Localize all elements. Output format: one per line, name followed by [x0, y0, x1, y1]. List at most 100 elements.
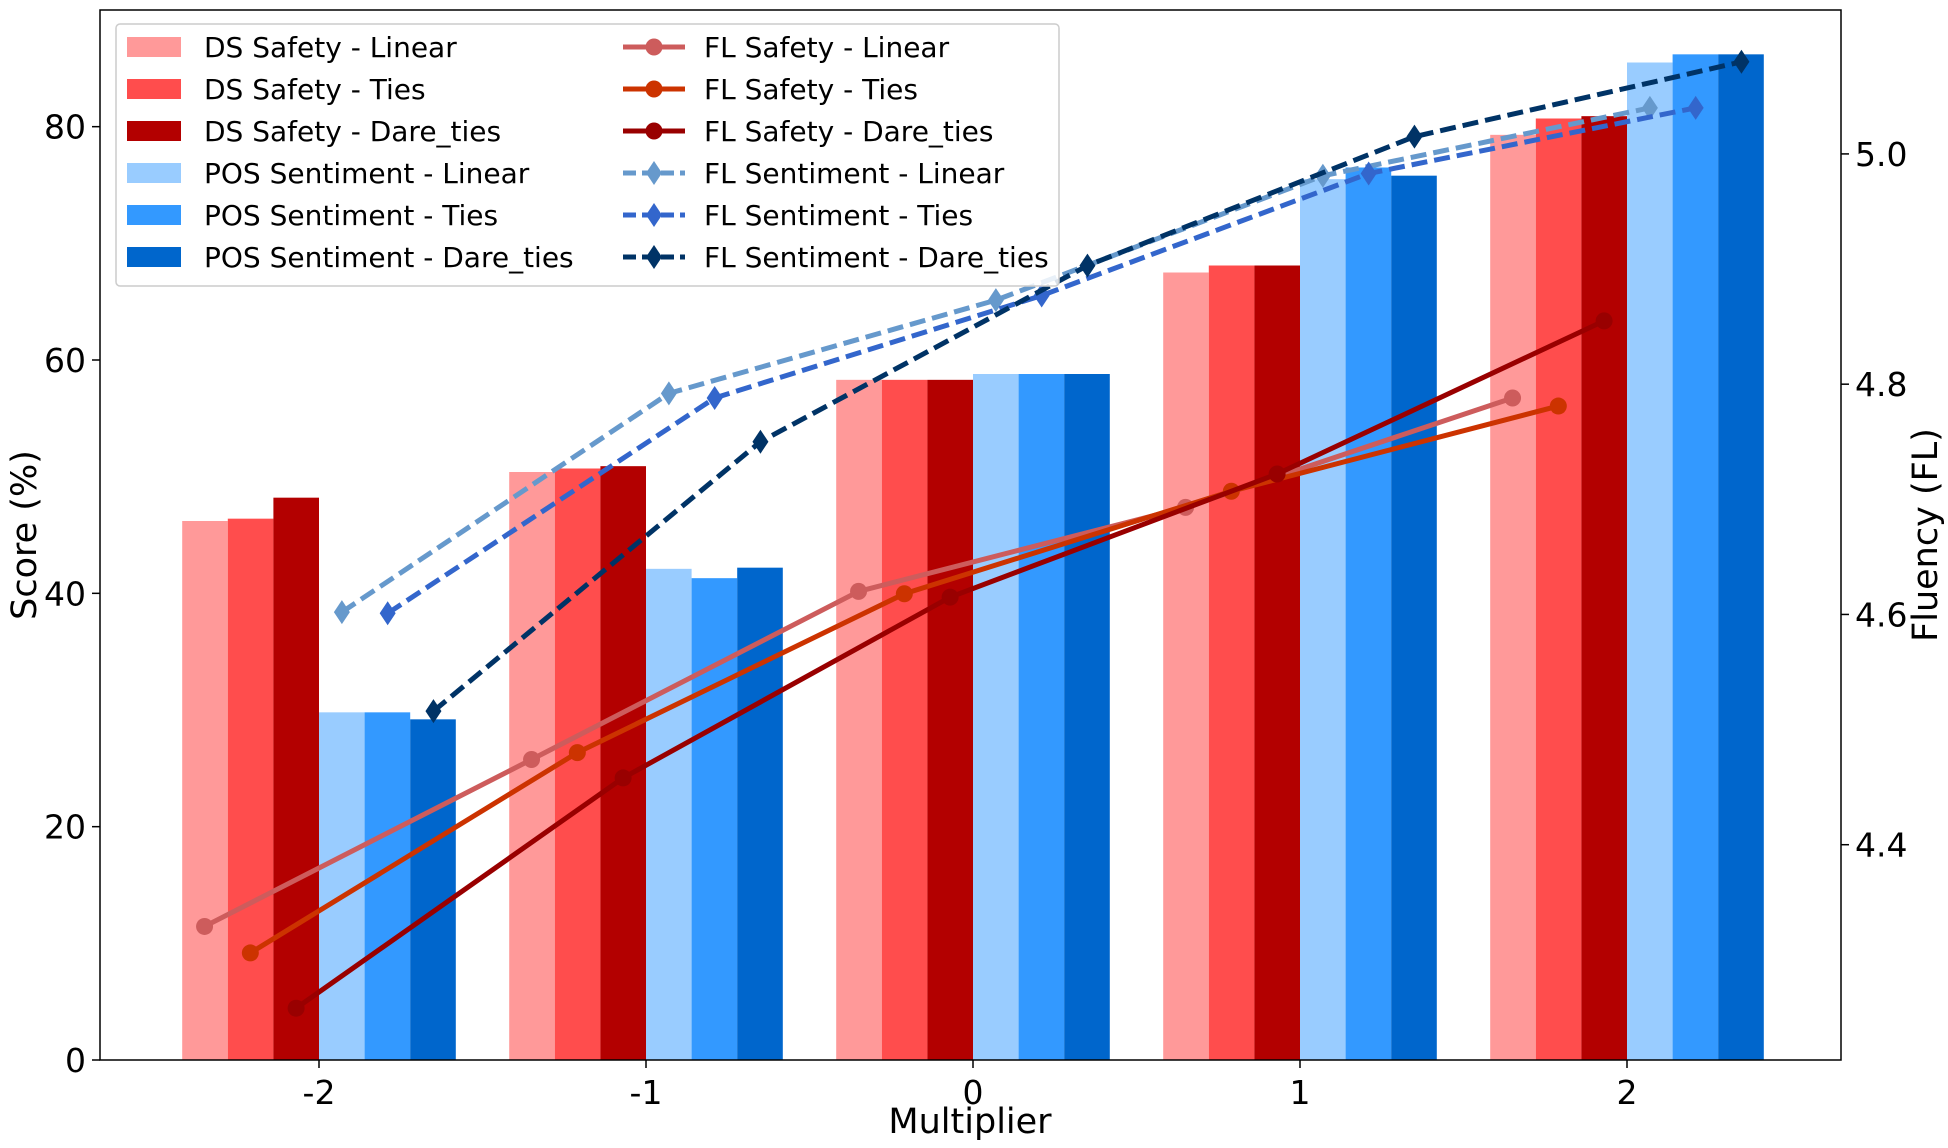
legend-label: POS Sentiment - Ties — [204, 199, 498, 232]
legend-label: DS Safety - Linear — [204, 31, 457, 64]
legend-label: FL Safety - Linear — [704, 31, 950, 64]
bar — [1254, 265, 1300, 1060]
bar — [973, 374, 1019, 1060]
bar — [273, 497, 319, 1061]
data-point — [1595, 312, 1613, 330]
bar — [1672, 54, 1719, 1061]
legend-marker — [646, 161, 662, 185]
legend-marker — [645, 38, 663, 56]
legend-marker — [646, 245, 662, 269]
y2-tick-label: 5.0 — [1855, 135, 1907, 174]
bar — [1581, 116, 1627, 1060]
data-point — [1268, 465, 1286, 483]
y2-tick-label: 4.4 — [1855, 826, 1907, 865]
bar — [410, 719, 456, 1060]
data-point — [1079, 253, 1096, 278]
bar — [600, 466, 646, 1061]
legend-swatch — [127, 205, 181, 225]
legend-swatch — [127, 79, 181, 99]
data-point — [1733, 49, 1750, 74]
y-tick-label: 20 — [44, 808, 86, 847]
bar — [836, 379, 882, 1060]
legend-label: FL Safety - Dare_ties — [704, 115, 994, 148]
legend-swatch — [127, 121, 181, 141]
legend-label: FL Sentiment - Linear — [704, 157, 1005, 190]
legend: DS Safety - Linear DS Safety - Ties DS Saf… — [115, 23, 1060, 287]
x-tick-label: -2 — [303, 1073, 336, 1112]
x-tick-label: 1 — [1290, 1073, 1311, 1112]
bar — [1300, 179, 1346, 1060]
bar — [691, 578, 738, 1060]
series-line — [340, 105, 1651, 615]
legend-swatch — [127, 163, 181, 183]
data-point — [1360, 161, 1377, 186]
legend-label: DS Safety - Ties — [204, 73, 426, 106]
y-tick-label: 40 — [44, 574, 86, 613]
x-axis-title: Multiplier — [888, 1102, 1052, 1142]
bar — [1345, 167, 1392, 1060]
bar — [1018, 374, 1065, 1060]
data-point — [850, 582, 868, 600]
data-point — [379, 601, 396, 626]
bar — [1208, 265, 1255, 1060]
y-tick-label: 60 — [44, 341, 86, 380]
legend-label: POS Sentiment - Dare_ties — [204, 241, 574, 274]
y2-tick-label: 4.6 — [1855, 595, 1907, 634]
bar — [364, 712, 411, 1060]
x-tick-label: 0 — [963, 1073, 984, 1112]
data-point — [941, 588, 959, 606]
legend-marker — [645, 80, 663, 98]
y2-tick-label: 4.8 — [1855, 365, 1907, 404]
bar — [1163, 272, 1209, 1060]
bar — [1627, 62, 1673, 1060]
bar — [646, 568, 692, 1060]
bar — [881, 379, 928, 1060]
y2-axis-title: Fluency (FL) — [1906, 428, 1946, 642]
plot-frame — [99, 9, 1842, 1061]
data-point — [895, 585, 913, 603]
y-tick-label: 80 — [44, 108, 86, 147]
data-point — [614, 769, 632, 787]
bar — [227, 518, 274, 1060]
data-point — [1314, 163, 1331, 188]
bar — [1064, 374, 1110, 1060]
legend-label: FL Sentiment - Ties — [704, 199, 973, 232]
y-tick-label: 0 — [65, 1041, 86, 1080]
bar — [927, 379, 973, 1060]
data-point — [568, 744, 586, 762]
data-point — [1687, 95, 1704, 120]
legend-swatch — [127, 37, 181, 57]
data-point — [287, 999, 305, 1017]
data-point — [523, 751, 541, 769]
data-point — [425, 699, 442, 724]
bar — [182, 521, 228, 1060]
data-point — [1504, 389, 1522, 407]
bar — [1718, 54, 1764, 1061]
bar — [1391, 175, 1437, 1060]
data-point — [706, 385, 723, 410]
y-axis-title: Score (%) — [5, 450, 45, 620]
data-point — [660, 381, 677, 406]
data-point — [333, 600, 350, 625]
data-point — [1549, 397, 1567, 415]
data-point — [196, 917, 214, 935]
legend-box — [115, 23, 1060, 287]
data-point — [1641, 95, 1658, 120]
data-point — [752, 429, 769, 454]
legend-label: DS Safety - Dare_ties — [204, 115, 501, 148]
series-line — [386, 105, 1697, 616]
lines-layer — [196, 49, 1750, 1017]
data-point — [241, 944, 259, 962]
x-tick-label: -1 — [630, 1073, 663, 1112]
legend-swatch — [127, 247, 181, 267]
legend-label: FL Sentiment - Dare_ties — [704, 241, 1049, 274]
x-tick-label: 2 — [1617, 1073, 1638, 1112]
bar — [1535, 118, 1582, 1060]
legend-label: POS Sentiment - Linear — [204, 157, 530, 190]
data-point — [1406, 124, 1423, 149]
legend-label: FL Safety - Ties — [704, 73, 918, 106]
legend-marker — [645, 122, 663, 140]
bar — [1490, 134, 1536, 1061]
